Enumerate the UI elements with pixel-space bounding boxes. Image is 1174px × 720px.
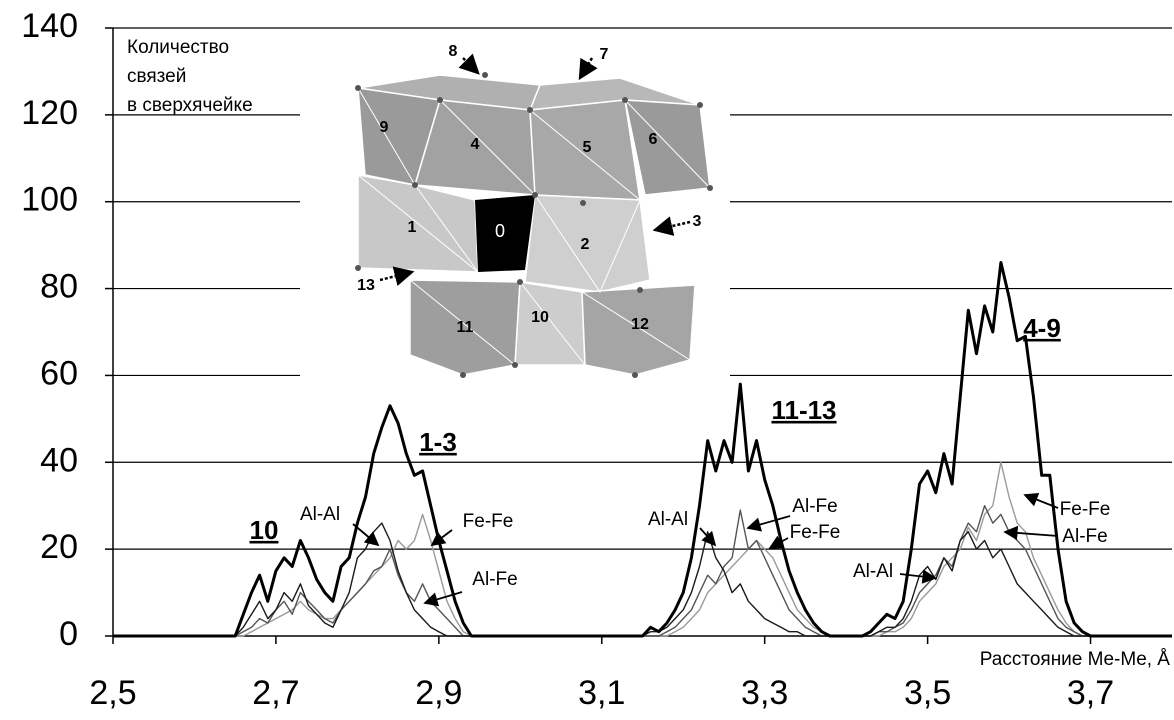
chart: 012345678910111213 0204060801001201402,5…	[0, 0, 1174, 720]
cell-label: 1	[408, 219, 417, 236]
peak-label: 11-13	[771, 395, 836, 425]
cell-label: 3	[693, 213, 702, 230]
cell-label: 5	[583, 139, 592, 156]
series-label: Al-Al	[648, 509, 688, 530]
x-axis-label: Расстояние Me-Me, Å	[980, 649, 1171, 670]
cell-label: 8	[449, 43, 458, 60]
x-tick-label: 3,3	[741, 674, 788, 712]
y-axis-label: связей	[127, 66, 186, 87]
cell-label: 0	[495, 221, 505, 241]
series-label: Al-Fe	[1062, 526, 1107, 547]
series-label: Al-Fe	[472, 569, 517, 590]
y-tick-label: 60	[40, 354, 78, 392]
label-arrow	[900, 574, 935, 578]
x-tick-label: 3,5	[904, 674, 951, 712]
cell-label: 11	[457, 319, 474, 336]
x-tick-label: 3,7	[1067, 674, 1114, 712]
x-tick-label: 2,9	[415, 674, 462, 712]
cell-label: 4	[471, 136, 480, 153]
x-tick-label: 2,5	[89, 674, 136, 712]
cell-label: 13	[357, 277, 375, 294]
label-arrow	[432, 530, 452, 545]
series-label: Fe-Fe	[463, 511, 514, 532]
peak-label: 1-3	[419, 427, 457, 457]
cell-label: 2	[581, 236, 590, 253]
polyhedron	[515, 282, 585, 365]
cell-label: 10	[531, 309, 549, 326]
cell-label: 6	[649, 131, 658, 148]
label-arrow	[353, 524, 378, 545]
y-tick-label: 140	[21, 7, 78, 45]
peak-label: 10	[250, 515, 279, 545]
cell-label: 9	[380, 119, 389, 136]
label-arrow	[700, 528, 715, 545]
series-label: Al-Al	[300, 504, 340, 525]
series-label: Al-Fe	[792, 496, 837, 517]
label-arrow	[748, 516, 790, 528]
x-tick-label: 3,1	[578, 674, 625, 712]
series-label: Fe-Fe	[790, 522, 841, 543]
y-tick-label: 80	[40, 268, 78, 306]
y-tick-label: 20	[40, 528, 78, 566]
y-axis-label: Количество	[127, 37, 229, 58]
x-tick-label: 2,7	[252, 674, 299, 712]
series-label: Fe-Fe	[1060, 499, 1111, 520]
y-axis-label: в сверхячейке	[127, 95, 253, 116]
cell-label: 12	[631, 316, 649, 333]
series-label: Al-Al	[853, 561, 893, 582]
cell-label: 7	[600, 46, 609, 63]
y-tick-label: 120	[21, 94, 78, 132]
y-tick-label: 0	[59, 615, 78, 653]
label-arrow	[770, 538, 788, 548]
y-tick-label: 100	[21, 181, 78, 219]
peak-label: 4-9	[1023, 313, 1061, 343]
y-tick-label: 40	[40, 441, 78, 479]
